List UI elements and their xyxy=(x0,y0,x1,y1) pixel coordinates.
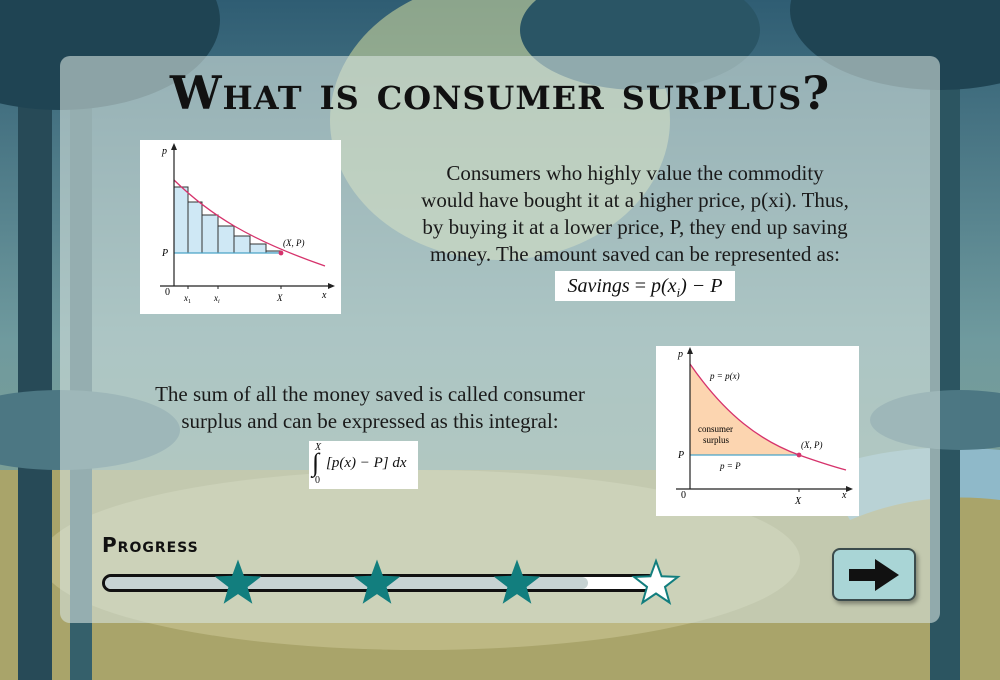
sum-paragraph: The sum of all the money saved is called… xyxy=(120,381,620,435)
right-x-tick-label: X xyxy=(794,496,802,507)
sum-line: surplus and can be expressed as this int… xyxy=(181,409,559,433)
surplus-label-2: surplus xyxy=(703,435,730,445)
integral-sign: ∫ xyxy=(312,448,320,477)
left-x-axis-label: x xyxy=(321,290,327,301)
page-title: What is consumer surplus? xyxy=(169,66,831,120)
left-origin-label: 0 xyxy=(165,287,170,298)
integral-formula: X ∫ 0 [p(x) − P] dx xyxy=(309,441,418,489)
arrow-right-icon xyxy=(849,558,899,591)
sum-line: The sum of all the money saved is called… xyxy=(155,382,585,406)
intro-line: by buying it at a lower price, P, they e… xyxy=(422,215,848,239)
intro-line: Consumers who highly value the commodity xyxy=(446,161,824,185)
intro-paragraph: Consumers who highly value the commodity… xyxy=(395,160,875,268)
right-p-level-label: P xyxy=(677,450,684,461)
left-p-level-label: P xyxy=(161,248,168,259)
star-empty-icon xyxy=(631,558,681,605)
consumer-surplus-figure: p x 0 P X p = p(x) consumer surplus p = … xyxy=(656,346,859,516)
riemann-sum-figure: p x 0 P (X, P) x1 xi X xyxy=(140,140,341,314)
left-tick-x1: x1 xyxy=(183,293,191,305)
right-point-label: (X, P) xyxy=(801,440,823,450)
left-point-label: (X, P) xyxy=(283,238,305,248)
left-tick-X: X xyxy=(276,293,283,303)
intro-line: money. The amount saved can be represent… xyxy=(430,242,840,266)
savings-formula: Savings = p(xi) − P xyxy=(555,271,735,301)
right-y-axis-label: p xyxy=(677,349,683,360)
line-label: p = P xyxy=(719,461,741,471)
star-earned-icon xyxy=(493,559,541,604)
right-origin-label: 0 xyxy=(681,490,686,501)
intro-line: would have bought it at a higher price, … xyxy=(421,188,849,212)
left-y-axis-label: p xyxy=(161,146,167,157)
progress-label: Progress xyxy=(102,533,199,557)
surplus-label-1: consumer xyxy=(698,424,733,434)
star-earned-icon xyxy=(214,559,262,604)
curve-label: p = p(x) xyxy=(709,371,740,381)
next-button[interactable] xyxy=(832,548,916,601)
right-x-axis-label: x xyxy=(841,490,847,501)
star-earned-icon xyxy=(353,559,401,604)
left-tick-xi: xi xyxy=(213,293,220,305)
